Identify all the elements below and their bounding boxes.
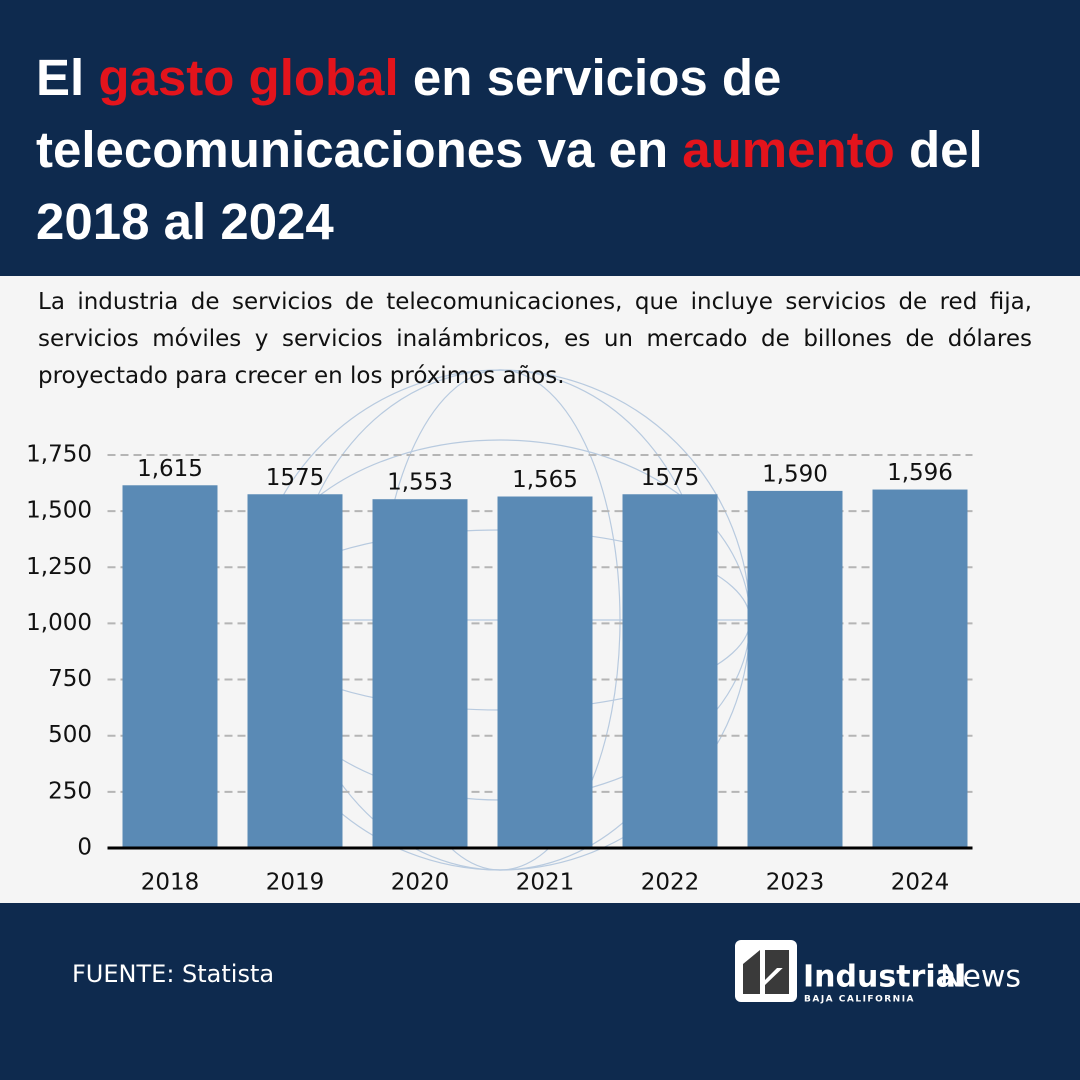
subtitle: La industria de servicios de telecomunic… bbox=[38, 289, 1032, 389]
title-part: del 2018 al 2024 bbox=[36, 121, 983, 250]
bar bbox=[122, 485, 218, 848]
x-tick-label: 2020 bbox=[391, 870, 450, 896]
logo-region: BAJA CALIFORNIA bbox=[804, 995, 915, 1005]
bar bbox=[497, 496, 593, 848]
value-label: 1,565 bbox=[512, 467, 578, 493]
y-tick-label: 250 bbox=[48, 778, 92, 804]
bar bbox=[372, 499, 468, 848]
y-tick-label: 1,000 bbox=[26, 610, 92, 636]
x-tick-label: 2019 bbox=[266, 870, 325, 896]
y-tick-label: 0 bbox=[77, 835, 92, 861]
x-tick-label: 2022 bbox=[641, 870, 700, 896]
y-tick-label: 500 bbox=[48, 722, 92, 748]
footer-band bbox=[0, 903, 1080, 1080]
logo-name2: News bbox=[940, 960, 1021, 995]
title-part: El bbox=[36, 49, 99, 106]
y-tick-label: 1,750 bbox=[26, 441, 92, 467]
title: El gasto global en servicios de telecomu… bbox=[36, 42, 1066, 258]
title-part: gasto global bbox=[98, 49, 399, 106]
value-label: 1,590 bbox=[762, 461, 828, 487]
x-tick-label: 2024 bbox=[891, 870, 950, 896]
value-label: 1575 bbox=[266, 465, 325, 491]
y-tick-label: 1,500 bbox=[26, 498, 92, 524]
value-label: 1575 bbox=[641, 465, 700, 491]
title-part: aumento bbox=[682, 121, 895, 178]
title-part: en servicios de telecomunicaciones va en bbox=[36, 49, 782, 178]
logo: Industrial News BAJA CALIFORNIA bbox=[735, 940, 1021, 1005]
bar bbox=[247, 494, 343, 848]
header-band bbox=[0, 0, 1080, 276]
bar bbox=[747, 490, 843, 848]
value-label: 1,596 bbox=[887, 460, 953, 486]
x-tick-label: 2023 bbox=[766, 870, 825, 896]
x-tick-label: 2018 bbox=[141, 870, 200, 896]
logo-mark bbox=[743, 950, 789, 994]
value-label: 1,553 bbox=[387, 470, 453, 496]
y-tick-label: 750 bbox=[48, 666, 92, 692]
logo-name: Industrial bbox=[803, 960, 966, 995]
x-tick-label: 2021 bbox=[516, 870, 575, 896]
bar bbox=[622, 494, 718, 848]
source: FUENTE: Statista bbox=[72, 960, 275, 988]
bar bbox=[872, 489, 968, 848]
y-tick-label: 1,250 bbox=[26, 554, 92, 580]
value-label: 1,615 bbox=[137, 456, 203, 482]
